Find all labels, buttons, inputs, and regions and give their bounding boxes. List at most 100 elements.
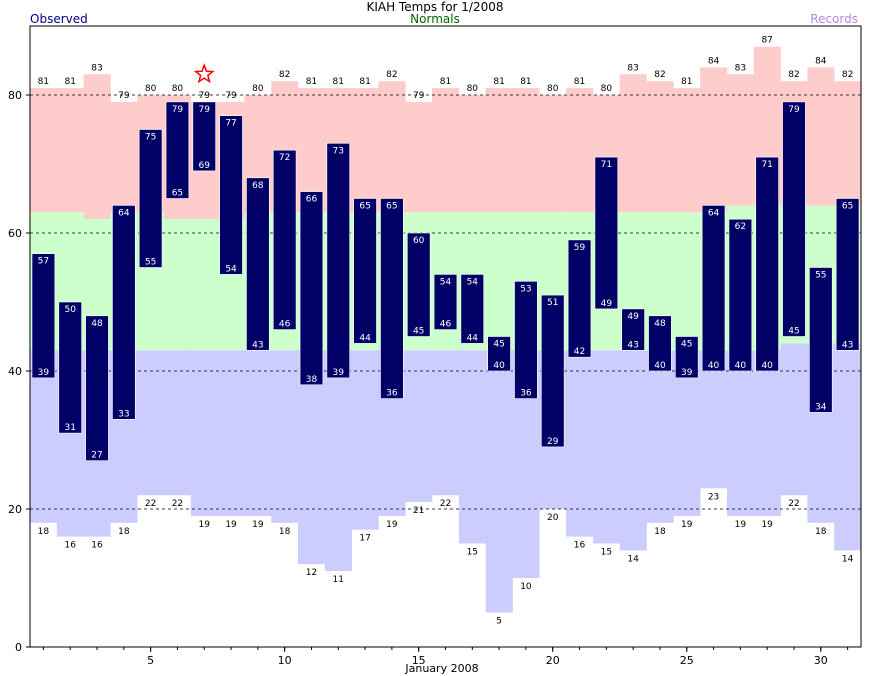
- record-low-label: 19: [681, 520, 693, 530]
- normal-range-band: [190, 219, 218, 351]
- record-high-label: 79: [199, 91, 211, 101]
- observed-low-label: 40: [493, 361, 505, 371]
- record-high-band: [378, 81, 406, 213]
- record-high-band: [351, 88, 379, 213]
- observed-low-label: 46: [279, 320, 291, 330]
- record-low-band: [458, 350, 487, 544]
- legend-records: Records: [810, 12, 858, 26]
- record-low-band: [271, 350, 299, 523]
- record-high-band: [512, 88, 540, 213]
- observed-low-label: 49: [601, 299, 613, 309]
- record-low-label: 20: [547, 513, 559, 523]
- observed-bar: [380, 198, 404, 399]
- record-high-label: 84: [708, 56, 720, 66]
- record-high-label: 79: [118, 91, 130, 101]
- observed-bar: [835, 198, 860, 351]
- observed-bar: [460, 274, 485, 344]
- record-high-label: 81: [38, 77, 49, 87]
- observed-bar: [112, 205, 136, 420]
- observed-high-label: 68: [252, 181, 264, 191]
- observed-bar: [219, 115, 243, 275]
- record-low-label: 18: [279, 527, 291, 537]
- record-high-band: [646, 81, 674, 213]
- observed-low-label: 39: [38, 368, 50, 378]
- record-low-band: [432, 350, 460, 496]
- record-low-band: [592, 350, 621, 544]
- observed-bar: [648, 315, 672, 372]
- record-low-label: 19: [199, 520, 211, 530]
- observed-high-label: 50: [64, 305, 76, 315]
- record-high-label: 87: [761, 36, 772, 46]
- y-tick-label: 20: [8, 503, 22, 516]
- observed-high-label: 62: [735, 222, 746, 232]
- record-high-band: [539, 95, 567, 213]
- x-axis-label: January 2008: [404, 662, 478, 675]
- observed-low-label: 65: [172, 189, 183, 199]
- record-high-label: 80: [601, 84, 613, 94]
- record-low-band: [137, 350, 165, 496]
- record-low-band: [726, 350, 755, 516]
- observed-low-label: 34: [815, 402, 827, 412]
- observed-low-label: 45: [413, 327, 424, 337]
- observed-high-label: 49: [627, 312, 639, 322]
- record-low-label: 18: [654, 527, 666, 537]
- observed-low-label: 42: [574, 347, 585, 357]
- record-low-band: [619, 350, 647, 551]
- record-high-band: [807, 67, 835, 206]
- record-star: [193, 63, 215, 84]
- observed-bar: [809, 267, 833, 413]
- record-high-label: 83: [627, 63, 638, 73]
- record-high-label: 81: [493, 77, 504, 87]
- record-high-band: [83, 74, 111, 220]
- axes: 0 20 40 60 80 5 10 15 20 25 30: [8, 89, 849, 667]
- observed-bar: [755, 156, 779, 372]
- record-high-band: [485, 88, 513, 213]
- record-low-label: 16: [64, 541, 76, 551]
- record-low-band: [646, 350, 674, 523]
- y-tick-label: 60: [8, 227, 22, 240]
- observed-low-label: 40: [735, 361, 747, 371]
- record-low-label: 5: [496, 617, 502, 627]
- observed-low-label: 44: [359, 333, 371, 343]
- record-low-label: 11: [333, 575, 344, 585]
- observed-bar: [567, 239, 592, 358]
- observed-high-label: 65: [386, 202, 397, 212]
- record-low-label: 16: [574, 541, 586, 551]
- record-high-label: 81: [681, 77, 692, 87]
- record-low-label: 19: [225, 520, 237, 530]
- x-tick-label: 25: [680, 654, 694, 667]
- normal-range-band: [164, 219, 192, 351]
- record-low-label: 14: [842, 554, 854, 564]
- record-low-label: 12: [306, 568, 317, 578]
- record-high-label: 80: [547, 84, 559, 94]
- record-low-label: 23: [708, 492, 719, 502]
- observed-low-label: 46: [440, 320, 452, 330]
- record-low-band: [244, 350, 272, 516]
- x-tick-label: 10: [278, 654, 292, 667]
- record-low-label: 22: [440, 499, 451, 509]
- normal-range-band: [673, 212, 701, 351]
- observed-bar: [514, 280, 538, 399]
- y-tick-label: 40: [8, 365, 22, 378]
- observed-bar: [192, 101, 216, 172]
- record-high-label: 79: [413, 91, 425, 101]
- record-low-label: 18: [118, 527, 130, 537]
- observed-bar: [406, 232, 431, 337]
- observed-high-label: 59: [574, 243, 586, 253]
- observed-low-label: 54: [225, 264, 237, 274]
- record-low-label: 19: [252, 520, 264, 530]
- observed-bar: [782, 101, 806, 337]
- record-low-band: [298, 350, 326, 565]
- x-tick-label: 20: [546, 654, 560, 667]
- observed-low-label: 38: [306, 375, 318, 385]
- record-high-label: 81: [520, 77, 531, 87]
- observed-high-label: 65: [359, 202, 370, 212]
- observed-low-label: 39: [681, 368, 693, 378]
- record-high-band: [30, 88, 58, 213]
- record-high-band: [834, 81, 862, 206]
- record-high-label: 80: [145, 84, 157, 94]
- legend-observed: Observed: [30, 12, 88, 26]
- observed-low-label: 40: [654, 361, 666, 371]
- observed-high-label: 79: [788, 105, 800, 115]
- y-tick-label: 0: [15, 641, 22, 654]
